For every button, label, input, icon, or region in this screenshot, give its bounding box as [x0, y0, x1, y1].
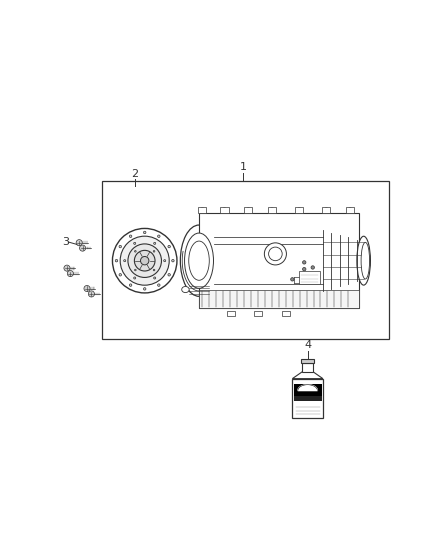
Circle shape	[134, 251, 155, 271]
Polygon shape	[104, 183, 196, 335]
Circle shape	[348, 208, 353, 213]
Circle shape	[222, 208, 227, 213]
Text: 2: 2	[131, 168, 138, 179]
Circle shape	[246, 208, 251, 213]
Circle shape	[154, 243, 156, 245]
Bar	[244, 207, 252, 213]
Circle shape	[67, 271, 74, 277]
Circle shape	[129, 235, 132, 238]
Circle shape	[291, 278, 294, 281]
Circle shape	[80, 245, 86, 251]
Text: 1: 1	[240, 163, 247, 172]
Circle shape	[88, 291, 95, 297]
Bar	[268, 207, 276, 213]
Circle shape	[172, 260, 174, 262]
Bar	[302, 364, 313, 372]
Circle shape	[120, 236, 169, 285]
Circle shape	[311, 266, 314, 269]
Circle shape	[168, 245, 170, 248]
Circle shape	[270, 208, 274, 213]
Polygon shape	[298, 385, 318, 391]
Circle shape	[141, 256, 149, 265]
Circle shape	[129, 284, 132, 286]
Circle shape	[124, 260, 126, 262]
Circle shape	[164, 260, 166, 262]
Text: 4: 4	[304, 340, 311, 350]
Circle shape	[115, 260, 118, 262]
Bar	[220, 207, 229, 213]
Circle shape	[134, 243, 136, 245]
Bar	[293, 378, 323, 418]
Circle shape	[119, 245, 121, 248]
Bar	[322, 207, 330, 213]
Circle shape	[134, 277, 136, 279]
Circle shape	[158, 284, 160, 286]
Circle shape	[158, 235, 160, 238]
Ellipse shape	[189, 241, 209, 280]
Circle shape	[144, 288, 146, 290]
Circle shape	[324, 208, 328, 213]
Circle shape	[168, 273, 170, 276]
Text: 3: 3	[62, 237, 69, 247]
Bar	[346, 207, 354, 213]
Circle shape	[200, 208, 205, 213]
Circle shape	[153, 251, 155, 252]
Circle shape	[76, 240, 82, 246]
Ellipse shape	[357, 236, 371, 285]
Circle shape	[303, 261, 306, 264]
Ellipse shape	[268, 247, 282, 261]
Bar	[199, 289, 359, 308]
Circle shape	[128, 244, 162, 278]
Circle shape	[154, 277, 156, 279]
Ellipse shape	[180, 225, 218, 296]
Circle shape	[84, 286, 90, 292]
Ellipse shape	[184, 233, 213, 288]
Circle shape	[303, 268, 306, 271]
Circle shape	[134, 269, 136, 271]
Polygon shape	[293, 372, 323, 378]
Bar	[294, 384, 321, 396]
Circle shape	[64, 265, 70, 271]
Bar	[299, 271, 320, 285]
Bar	[198, 207, 206, 213]
Ellipse shape	[265, 243, 286, 265]
Bar	[102, 181, 389, 339]
Circle shape	[153, 269, 155, 271]
Circle shape	[144, 231, 146, 233]
Circle shape	[297, 208, 301, 213]
Bar	[301, 359, 314, 364]
Bar	[294, 396, 321, 401]
Circle shape	[113, 229, 177, 293]
Ellipse shape	[182, 286, 189, 293]
Bar	[295, 207, 303, 213]
Ellipse shape	[361, 243, 370, 279]
Circle shape	[134, 251, 136, 252]
Bar	[227, 311, 235, 316]
Bar	[294, 400, 321, 416]
Bar	[282, 311, 290, 316]
Circle shape	[119, 273, 121, 276]
Bar	[254, 311, 262, 316]
Bar	[199, 213, 359, 308]
